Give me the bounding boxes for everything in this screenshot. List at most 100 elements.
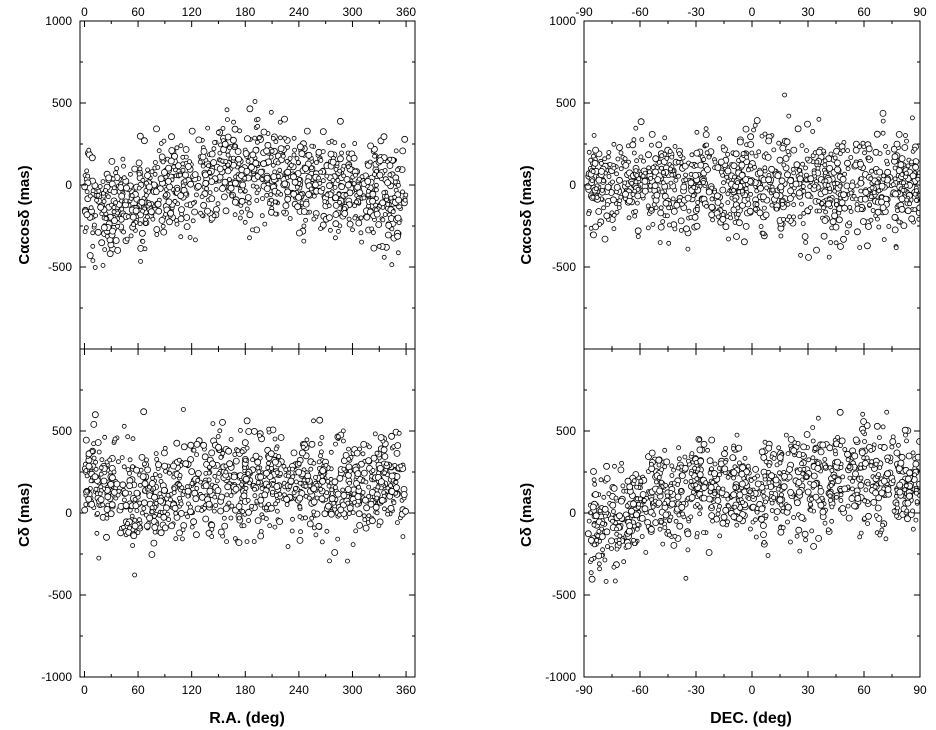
data-point [122,497,127,503]
data-point [810,438,816,444]
data-point [402,507,410,515]
data-point [317,180,323,186]
data-point [799,143,805,149]
data-point [300,208,308,215]
data-point [595,176,603,184]
data-point [719,186,727,194]
data-point [777,528,785,536]
data-point [128,233,134,239]
data-point [834,458,841,466]
data-point [787,214,792,220]
data-point [720,513,728,521]
data-point [722,506,730,514]
data-point [592,481,598,487]
data-point [834,198,839,204]
data-point [903,133,908,138]
data-point [689,162,694,168]
data-point [95,192,101,198]
data-point [333,441,338,447]
data-point [655,499,663,507]
data-point [318,495,326,503]
data-point [870,208,876,213]
data-point [171,486,177,492]
data-point [361,513,367,519]
ylabel-ra-cdelta: Cδ (mas) [16,483,33,547]
data-point [622,161,630,169]
data-point [264,141,272,149]
data-point [631,478,637,484]
data-point [269,148,275,154]
data-point [232,452,238,457]
data-point [310,498,318,506]
data-point [671,467,676,473]
data-point [791,202,797,208]
data-point [795,526,803,534]
data-point [804,120,811,128]
data-point [287,483,293,489]
data-point [242,219,248,225]
data-point [667,149,673,154]
data-point [804,172,809,178]
data-point [865,223,872,230]
y-tick-label: 500 [556,424,576,438]
data-point [136,171,142,177]
data-point [694,476,700,482]
data-point [158,216,166,224]
data-point [138,453,146,461]
data-point [909,172,917,180]
data-point [618,497,625,505]
data-point [672,226,678,232]
data-point [602,513,608,519]
data-point [892,165,898,171]
data-point [127,525,133,531]
data-point [387,156,393,162]
data-point [791,515,796,520]
data-point [255,123,261,129]
x-top-tick-label: 60 [857,5,871,19]
data-point [160,223,166,229]
data-point [235,448,241,454]
data-point [725,519,730,525]
data-point [185,493,191,499]
data-point [97,184,103,189]
data-point [691,193,696,199]
data-point [324,502,332,510]
data-point [912,460,920,468]
data-point [367,142,375,150]
data-point [738,171,746,179]
data-point [165,511,170,517]
data-point [388,195,394,201]
data-point [134,508,140,514]
data-point [616,176,623,184]
data-point [839,505,847,512]
data-point [252,99,258,104]
y-tick-label: -500 [552,260,576,274]
data-point [368,517,376,525]
data-point [669,172,675,178]
data-point [210,159,218,166]
data-point [173,510,179,516]
data-point [150,475,156,481]
data-point [151,493,158,501]
data-point [152,529,158,535]
data-point [297,480,303,486]
data-point [204,207,211,215]
data-point [681,162,689,170]
data-point [591,477,597,483]
x-top-tick-label: 0 [749,5,756,19]
data-point [886,223,892,229]
data-point [149,509,155,515]
data-point [873,130,881,138]
data-point [381,254,387,260]
data-point [191,171,199,179]
data-point [725,191,731,197]
data-point [660,219,666,225]
data-point [165,492,171,498]
data-point [384,231,392,239]
data-point [200,441,208,449]
data-point [832,155,838,161]
data-point [225,152,231,158]
data-point [675,465,681,471]
data-point [226,177,232,182]
data-point [868,447,874,453]
